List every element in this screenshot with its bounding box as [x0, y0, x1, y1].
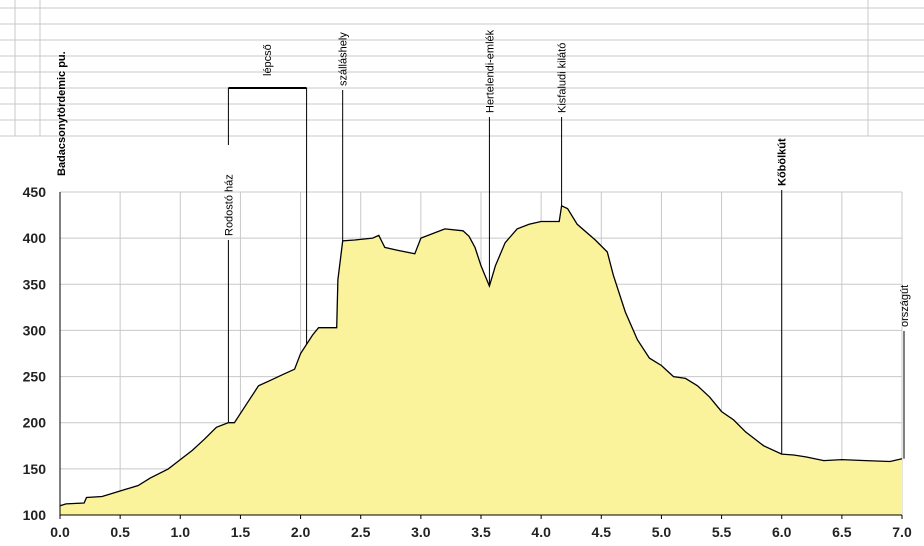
x-tick-label: 6.5 — [832, 524, 852, 540]
x-tick-label: 2.5 — [351, 524, 371, 540]
x-tick-label: 0.5 — [110, 524, 130, 540]
annotation-label: lépcső — [262, 44, 274, 76]
x-tick-label: 1.0 — [171, 524, 191, 540]
annotation-label: Rodostó ház — [223, 174, 235, 236]
y-tick-label: 250 — [23, 369, 47, 385]
table-lines — [0, 0, 924, 137]
y-tick-label: 100 — [23, 507, 47, 523]
x-tick-label: 2.0 — [291, 524, 311, 540]
y-tick-label: 300 — [23, 322, 47, 338]
y-tick-label: 150 — [23, 461, 47, 477]
x-tick-label: 3.5 — [471, 524, 491, 540]
x-tick-label: 5.0 — [652, 524, 672, 540]
x-tick-label: 3.0 — [411, 524, 431, 540]
x-tick-label: 4.0 — [531, 524, 551, 540]
y-tick-label: 400 — [23, 230, 47, 246]
annotation-label: szálláshely — [338, 32, 350, 86]
annotation-label: Kisfaludi kilátó — [557, 43, 569, 113]
annotation-label: Kőbölkút — [777, 138, 789, 186]
annotation-label: Badacsonytördemic pu. — [56, 51, 68, 176]
x-tick-label: 4.5 — [592, 524, 612, 540]
profile-line — [59, 204, 903, 507]
y-tick-label: 450 — [23, 184, 47, 200]
x-tick-label: 7.0 — [892, 524, 912, 540]
y-tick-label: 200 — [23, 415, 47, 431]
y-tick-label: 350 — [23, 276, 47, 292]
x-tick-label: 0.0 — [50, 524, 70, 540]
area-fill — [60, 205, 902, 516]
x-tick-label: 5.5 — [712, 524, 732, 540]
annotation-label: országút — [899, 285, 911, 327]
annotation-label: Hertelendi-emlék — [484, 29, 496, 113]
x-tick-label: 1.5 — [231, 524, 251, 540]
x-tick-label: 6.0 — [772, 524, 792, 540]
